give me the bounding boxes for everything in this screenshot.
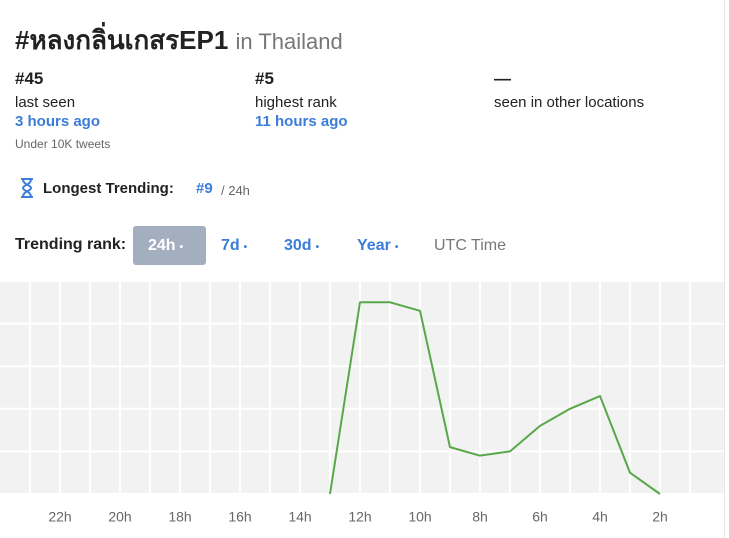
x-tick-label: 22h: [48, 509, 71, 525]
x-tick-label: 2h: [652, 509, 668, 525]
title: #หลงกลิ่นเกสรEP1 in Thailand: [15, 20, 343, 61]
stat-label: highest rank: [255, 94, 337, 111]
longest-period: / 24h: [221, 183, 250, 198]
stat-note: Under 10K tweets: [15, 137, 111, 151]
stat-time[interactable]: 3 hours ago: [15, 113, 101, 130]
stat-value: #5: [255, 69, 274, 88]
x-tick-label: 8h: [472, 509, 488, 525]
rank-line: [329, 301, 661, 495]
tab-text: 24h: [148, 237, 176, 254]
stat-value: —: [494, 69, 511, 88]
stat-time[interactable]: 11 hours ago: [255, 113, 348, 130]
tab[interactable]: 30d •: [284, 237, 320, 254]
x-tick-label: 6h: [532, 509, 548, 525]
title-text: #หลงกลิ่นเกสรEP1: [15, 25, 229, 55]
location: in Thailand: [235, 29, 343, 54]
tab[interactable]: 7d •: [221, 237, 248, 254]
x-tick-label: 16h: [228, 509, 251, 525]
x-tick-label: 20h: [108, 509, 131, 525]
tab[interactable]: Year •: [357, 237, 399, 254]
x-tick-label: 10h: [408, 509, 431, 525]
x-tick-label: 12h: [348, 509, 371, 525]
tab-text: 30d: [284, 237, 312, 254]
stat-value: #45: [15, 69, 44, 88]
longest-rank: #9: [196, 180, 213, 197]
divider: [724, 0, 725, 538]
longest-label: Longest Trending:: [43, 180, 174, 197]
stat-label: last seen: [15, 94, 76, 111]
x-tick-label: 4h: [592, 509, 608, 525]
tab-text: 7d: [221, 237, 240, 254]
hourglass-icon: [21, 178, 33, 198]
tab[interactable]: 24h •: [133, 226, 206, 265]
stat-label: seen in other locations: [494, 94, 645, 111]
x-tick-label: 14h: [288, 509, 311, 525]
tab-text: Year: [357, 237, 391, 254]
plot-background: [0, 281, 724, 494]
trending-label: Trending rank:: [15, 236, 127, 253]
timezone[interactable]: UTC Time: [434, 237, 506, 254]
x-tick-label: 18h: [168, 509, 191, 525]
